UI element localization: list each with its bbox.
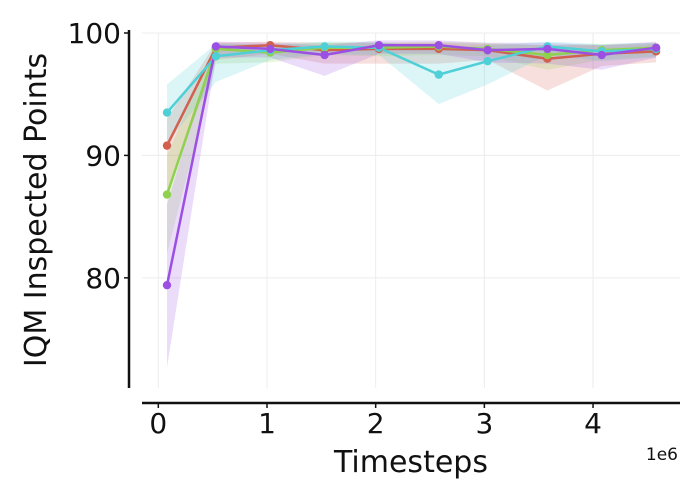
data-point — [320, 42, 329, 51]
x-tick-label: 4 — [584, 407, 602, 440]
y-tick-label: 80 — [85, 262, 121, 295]
y-axis-title: IQM Inspected Points — [19, 53, 54, 367]
series-line — [166, 45, 657, 114]
y-tick-label: 100 — [68, 17, 121, 50]
data-point — [211, 52, 221, 61]
grid — [142, 32, 680, 388]
data-point — [374, 41, 384, 50]
data-point — [434, 70, 443, 79]
x-tick-label: 0 — [149, 407, 167, 440]
data-point — [320, 50, 329, 60]
data-point — [162, 190, 172, 199]
data-point — [162, 108, 172, 117]
data-point — [162, 280, 172, 290]
data-point — [211, 42, 221, 51]
x-tick-label: 3 — [475, 407, 493, 440]
confidence-band — [166, 40, 657, 368]
data-point — [543, 44, 552, 54]
series-line — [165, 43, 657, 286]
confidence-band — [166, 41, 657, 193]
confidence-bands — [166, 40, 657, 368]
data-point — [162, 141, 172, 150]
data-point — [266, 44, 275, 54]
data-point — [543, 50, 552, 60]
series-lines — [165, 43, 657, 286]
axes — [124, 30, 680, 408]
x-tick-label: 1 — [258, 407, 276, 440]
data-point — [483, 45, 492, 55]
x-axis-offset-label: 1e6 — [646, 445, 678, 465]
y-tick-label: 90 — [85, 139, 121, 172]
tick-labels: 0 1 2 3 4 80 90 100 — [68, 17, 602, 440]
x-axis-title: Timesteps — [333, 445, 488, 480]
data-point — [434, 41, 443, 50]
data-point — [597, 50, 606, 60]
series-points — [162, 41, 661, 290]
x-tick-label: 2 — [367, 407, 385, 440]
data-point — [483, 56, 492, 66]
confidence-band — [166, 41, 657, 254]
data-point — [651, 43, 661, 52]
